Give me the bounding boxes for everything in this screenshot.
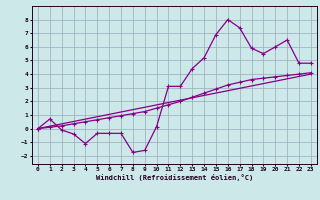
X-axis label: Windchill (Refroidissement éolien,°C): Windchill (Refroidissement éolien,°C) xyxy=(96,174,253,181)
